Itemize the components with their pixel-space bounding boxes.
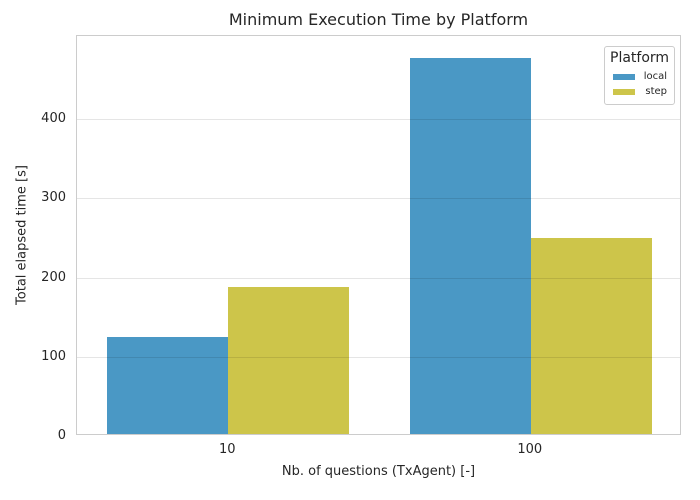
ytick-0: 0 [57,428,66,443]
ytick-300: 300 [41,190,66,206]
legend-swatch-local [613,73,635,80]
legend: Platform local step [604,46,675,105]
xtick-10: 10 [218,442,236,457]
legend-entry-step: step [610,84,669,99]
xtick-100: 100 [517,442,543,457]
gridline-y-400 [77,119,680,121]
gridline-y-200 [77,277,680,279]
bar-local-10 [107,337,229,434]
gridline-y-300 [77,198,680,200]
plot-area [76,35,681,435]
ytick-100: 100 [41,348,66,364]
legend-title: Platform [610,50,670,66]
bar-local-100 [409,57,531,434]
legend-entry-local: local [610,69,669,84]
legend-entries: local step [610,69,669,99]
legend-label-local: local [643,71,667,82]
x-axis-label: Nb. of questions (TxAgent) [-] [281,464,476,479]
bar-step-10 [228,287,350,434]
ytick-200: 200 [41,269,66,285]
chart-title: Minimum Execution Time by Platform [228,10,529,29]
legend-label-step: step [645,86,667,97]
gridline-y-100 [77,356,680,358]
ytick-400: 400 [41,111,66,127]
bar-step-100 [530,237,652,434]
legend-swatch-step [613,88,635,95]
